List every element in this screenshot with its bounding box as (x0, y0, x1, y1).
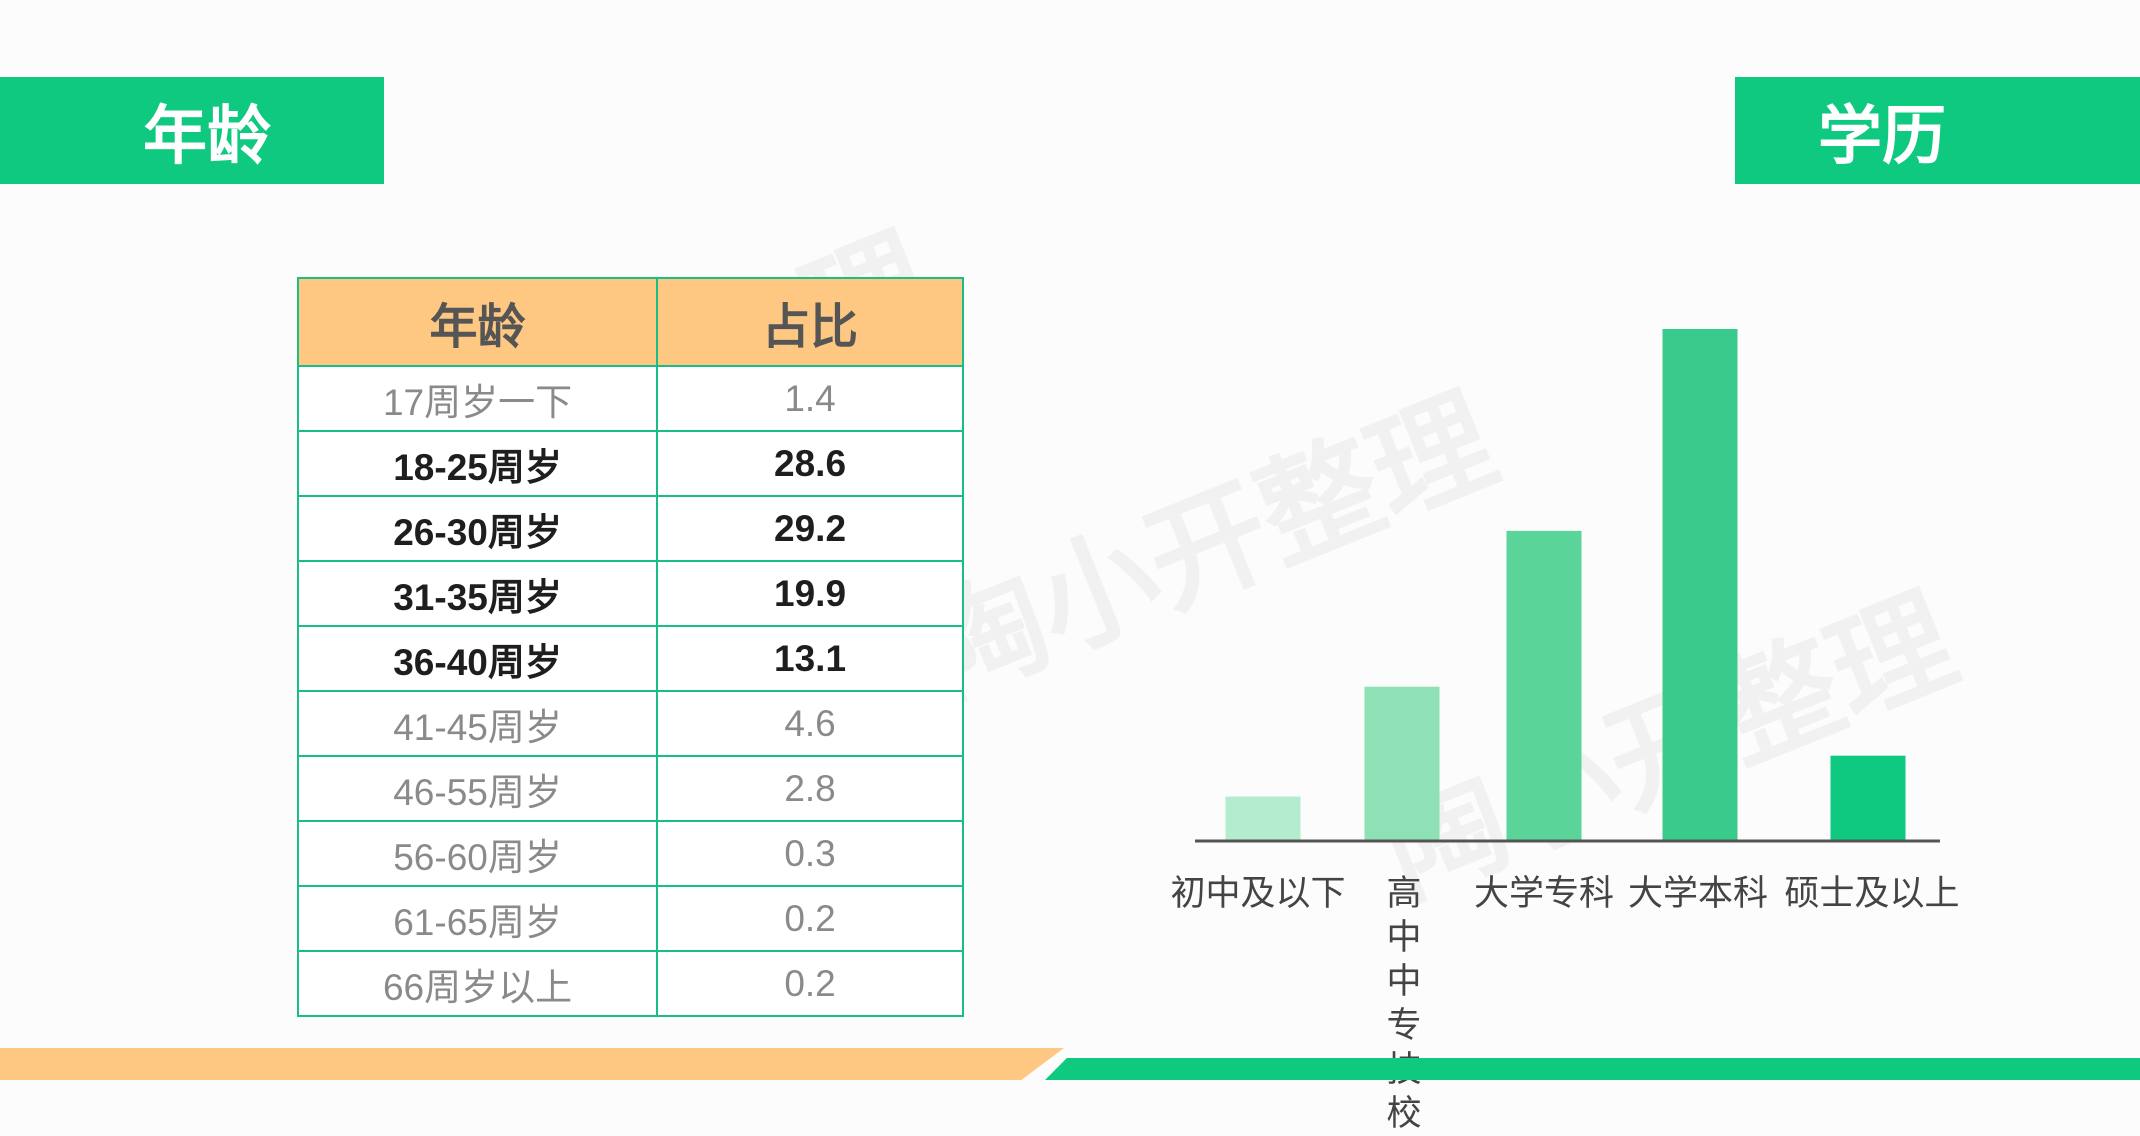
bar-3 (1506, 530, 1582, 840)
table-row: 66周岁以上 0.2 (296, 950, 964, 1017)
age-range-cell: 56-60周岁 (296, 820, 659, 887)
share-value-cell: 29.2 (656, 495, 964, 562)
share-value-cell: 1.4 (656, 365, 964, 432)
bar-5 (1830, 755, 1906, 840)
x-tick-label: 初中及以下 (1170, 874, 1346, 913)
share-value-cell: 4.6 (656, 690, 964, 757)
table-row: 17周岁一下 1.4 (296, 365, 964, 432)
table-row: 31-35周岁 19.9 (296, 560, 964, 627)
age-range-cell: 61-65周岁 (296, 885, 659, 952)
x-tick-label: 硕士及以上 (1784, 874, 1960, 913)
share-value-cell: 0.2 (656, 950, 964, 1017)
table-header-row: 年龄 占比 (296, 277, 964, 366)
share-value-cell: 13.1 (656, 625, 964, 692)
table-row: 41-45周岁 4.6 (296, 690, 964, 757)
section-tag-education-label: 学历 (1818, 99, 1946, 172)
table-row: 61-65周岁 0.2 (296, 885, 964, 952)
column-header-share: 占比 (656, 277, 964, 366)
share-value-cell: 2.8 (656, 755, 964, 822)
table-row: 18-25周岁 28.6 (296, 430, 964, 497)
age-range-cell: 17周岁一下 (296, 365, 659, 432)
bar-2 (1364, 686, 1440, 840)
share-value-cell: 19.9 (656, 560, 964, 627)
age-range-cell: 36-40周岁 (296, 625, 659, 692)
share-value-cell: 0.3 (656, 820, 964, 887)
age-range-cell: 26-30周岁 (296, 495, 659, 562)
decorative-footer-bar-orange (0, 1048, 1064, 1080)
age-range-cell: 41-45周岁 (296, 690, 659, 757)
table-row: 36-40周岁 13.1 (296, 625, 964, 692)
x-tick-label: 大学本科 (1627, 874, 1768, 913)
bar-1 (1225, 796, 1301, 840)
table-row: 26-30周岁 29.2 (296, 495, 964, 562)
age-range-cell: 31-35周岁 (296, 560, 659, 627)
column-header-age: 年龄 (296, 277, 659, 366)
table-row: 46-55周岁 2.8 (296, 755, 964, 822)
share-value-cell: 28.6 (656, 430, 964, 497)
age-range-cell: 66周岁以上 (296, 950, 659, 1017)
age-range-cell: 46-55周岁 (296, 755, 659, 822)
decorative-footer-bar-green (1045, 1058, 2140, 1080)
age-distribution-table: 年龄 占比 17周岁一下 1.4 18-25周岁 28.6 26-30周岁 29.2 31-… (296, 277, 964, 1017)
education-bar-chart (1195, 329, 1940, 843)
bar-4 (1662, 329, 1738, 840)
section-tag-age: 年龄 (0, 77, 384, 184)
share-value-cell: 0.2 (656, 885, 964, 952)
section-tag-education: 学历 (1735, 77, 2140, 184)
x-tick-label: 大学专科 (1473, 874, 1614, 913)
x-tick-label: 高中中专技校 (1386, 874, 1422, 1133)
age-range-cell: 18-25周岁 (296, 430, 659, 497)
section-tag-age-label: 年龄 (143, 99, 271, 172)
table-row: 56-60周岁 0.3 (296, 820, 964, 887)
